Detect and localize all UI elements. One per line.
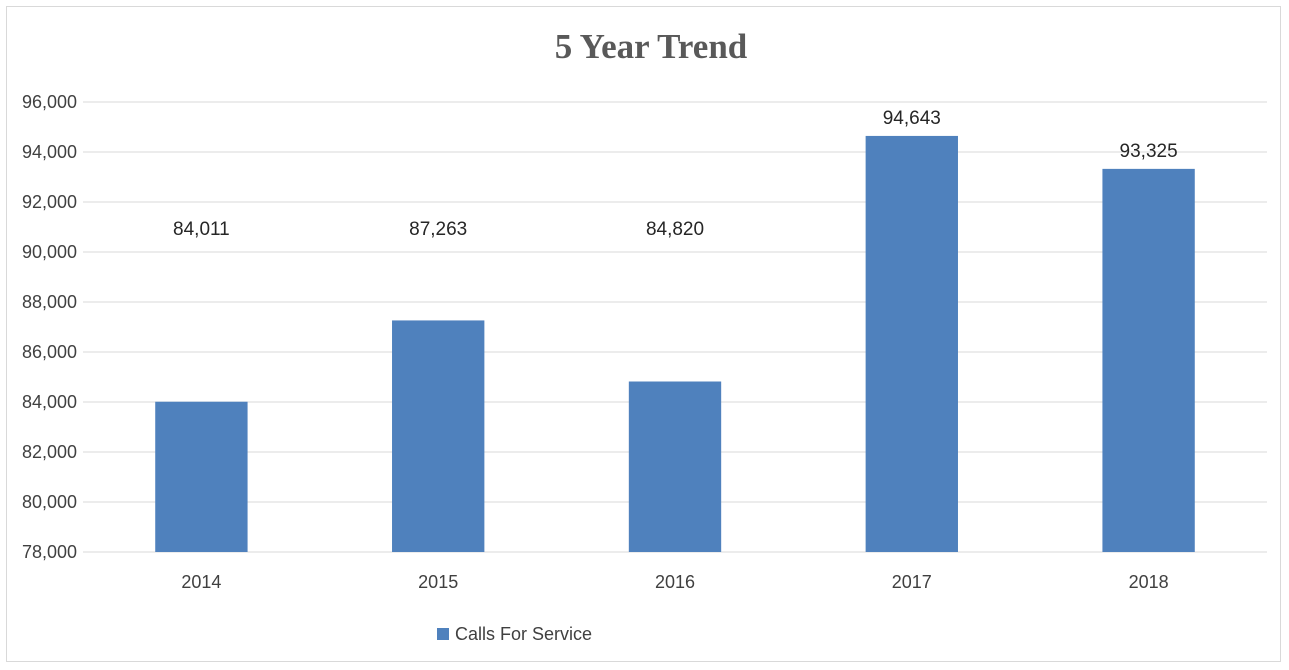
bars [155,135,1195,553]
bar [155,401,248,552]
x-tick-label: 2015 [418,572,458,592]
y-tick-label: 96,000 [22,92,77,112]
y-tick-label: 88,000 [22,292,77,312]
legend: Calls For Service [437,624,592,644]
data-label: 87,263 [409,219,467,240]
chart-frame: 5 Year Trend 78,000 80,000 82,000 84,000 86,… [6,6,1281,662]
x-tick-label: 2018 [1129,572,1169,592]
y-tick-label: 94,000 [22,142,77,162]
data-label: 93,325 [1120,141,1178,162]
data-label: 94,643 [883,108,941,129]
gridlines [83,101,1267,553]
x-tick-label: 2017 [892,572,932,592]
data-labels: 84,011 87,263 84,820 94,643 93,325 [173,108,1178,240]
x-tick-label: 2014 [181,572,221,592]
x-axis-ticks: 2014 2015 2016 2017 2018 [181,572,1168,592]
x-tick-label: 2016 [655,572,695,592]
y-tick-label: 80,000 [22,492,77,512]
bar [865,135,958,553]
y-tick-label: 92,000 [22,192,77,212]
bar [392,320,485,552]
bar [1102,168,1195,552]
chart-title: 5 Year Trend [555,27,748,66]
legend-label: Calls For Service [455,624,592,644]
bar-chart: 5 Year Trend 78,000 80,000 82,000 84,000 86,… [22,27,1267,644]
y-tick-label: 82,000 [22,442,77,462]
y-axis-ticks: 78,000 80,000 82,000 84,000 86,000 88,000 90,0… [22,92,77,562]
data-label: 84,820 [646,219,704,240]
y-tick-label: 78,000 [22,542,77,562]
y-tick-label: 86,000 [22,342,77,362]
legend-swatch [437,628,449,640]
y-tick-label: 84,000 [22,392,77,412]
bar [628,381,722,552]
data-label: 84,011 [173,219,230,240]
y-tick-label: 90,000 [22,242,77,262]
